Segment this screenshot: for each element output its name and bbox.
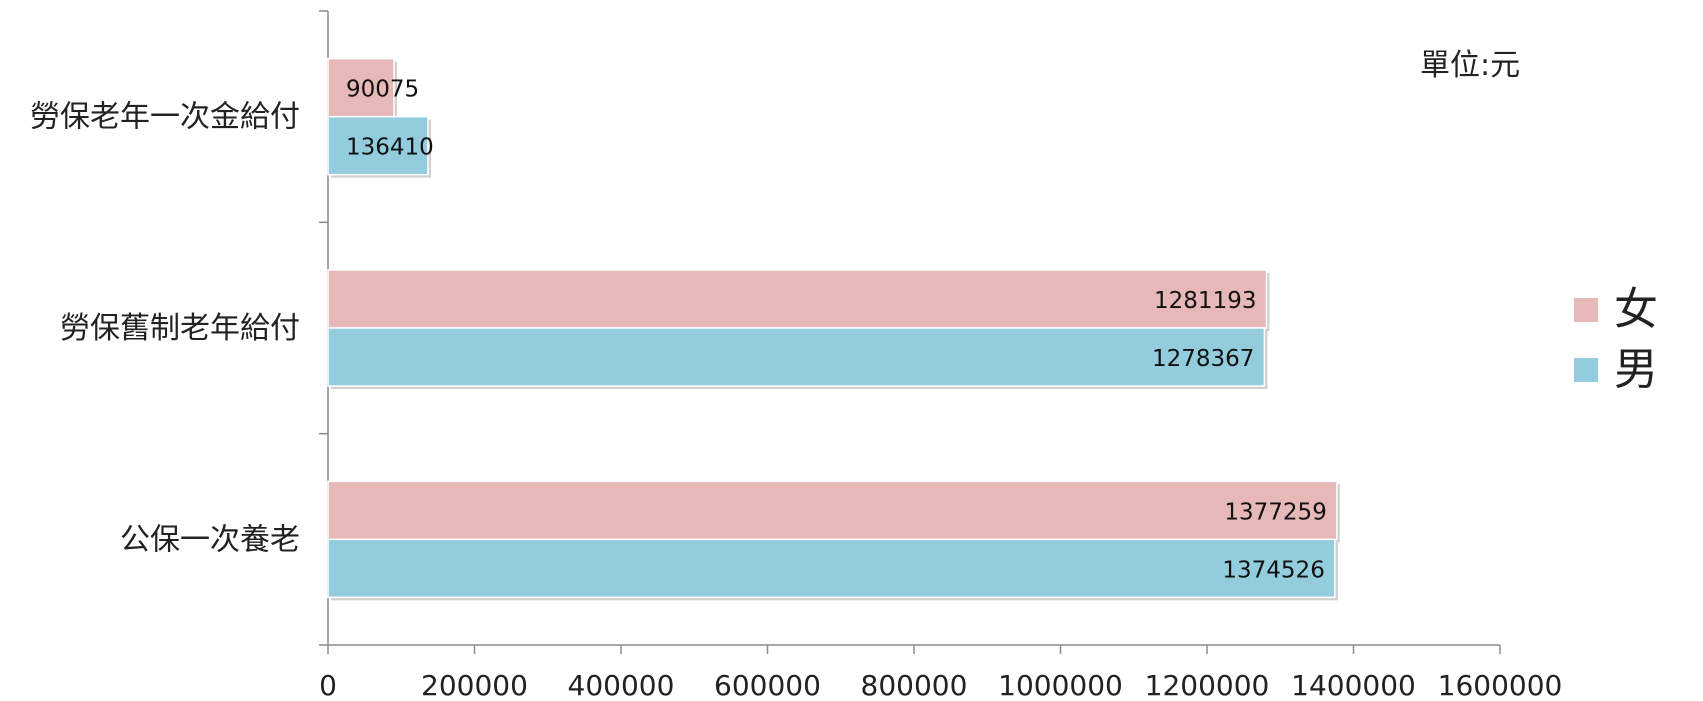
bar-female <box>327 269 1268 329</box>
x-tick-label: 600000 <box>714 669 821 701</box>
bar-male <box>327 538 1336 599</box>
category-label: 勞保老年一次金給付 <box>30 100 300 135</box>
legend-label-female: 女 <box>1614 284 1658 335</box>
x-tick-label: 1000000 <box>998 669 1123 701</box>
data-label: 1278367 <box>1152 346 1254 372</box>
bar-male <box>327 115 429 176</box>
category-label: 勞保舊制老年給付 <box>60 311 300 346</box>
legend-swatch-female <box>1574 298 1598 322</box>
x-tick-label: 800000 <box>861 669 968 701</box>
data-label: 90075 <box>346 77 419 103</box>
x-tick-label: 200000 <box>421 669 528 701</box>
category-label: 公保一次養老 <box>120 522 300 557</box>
legend-item-male: 男 <box>1574 340 1658 400</box>
data-label: 1281193 <box>1154 288 1256 314</box>
x-tick-label: 1200000 <box>1145 669 1270 701</box>
unit-label: 單位:元 <box>1420 48 1521 83</box>
x-tick-label: 1400000 <box>1291 669 1416 701</box>
bar-female <box>327 57 395 118</box>
bar-male <box>327 327 1266 387</box>
legend-item-female: 女 <box>1574 280 1658 340</box>
x-tick-label: 400000 <box>568 669 675 701</box>
data-label: 1374526 <box>1222 557 1324 583</box>
legend-label-male: 男 <box>1614 344 1658 395</box>
bar-female <box>327 480 1338 541</box>
x-tick-label: 1600000 <box>1438 669 1563 701</box>
data-label: 1377259 <box>1224 499 1326 525</box>
legend: 女 男 <box>1574 280 1658 400</box>
x-tick-label: 0 <box>319 669 337 701</box>
legend-swatch-male <box>1574 358 1598 382</box>
data-label: 136410 <box>346 135 434 161</box>
